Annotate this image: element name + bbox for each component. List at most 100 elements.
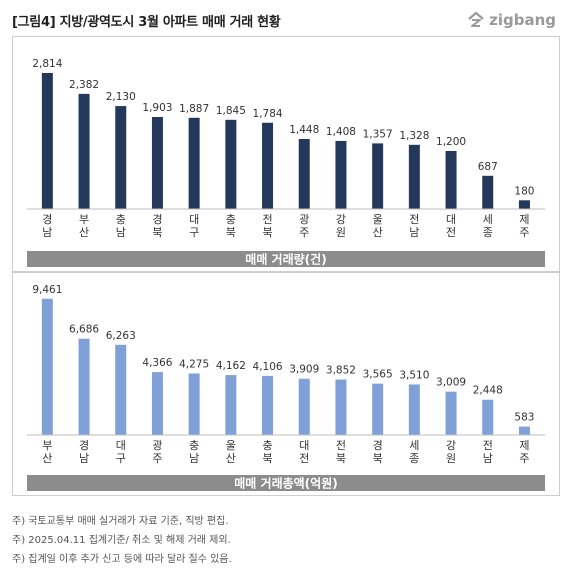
category-label: 남 [116, 226, 126, 239]
category-label: 종 [409, 452, 419, 465]
footnote: 주) 2025.04.11 집계기준/ 취소 및 해제 거래 제외. [12, 535, 231, 546]
bar [518, 200, 530, 209]
category-label: 울 [373, 213, 383, 226]
chart-panel-amount: 9,461 부 산 6,686 경 남 6,263 대 구 4,366 광 주 4,275 충 남 4,162… [12, 272, 560, 496]
category-label: 구 [116, 452, 126, 465]
data-label: 3,510 [399, 369, 429, 381]
footnotes: 주) 국토교통부 매매 실거래가 자료 기준, 직방 편집. 주) 2025.0… [12, 512, 232, 569]
category-label: 북 [262, 452, 272, 465]
category-label: 주 [519, 452, 529, 465]
footnote: 주) 국토교통부 매매 실거래가 자료 기준, 직방 편집. [12, 516, 229, 527]
category-label: 세 [409, 439, 419, 452]
data-label: 3,852 [326, 365, 356, 377]
bar [41, 72, 53, 209]
category-label: 북 [336, 452, 346, 465]
volume-bar-chart: 2,814 경남 2,382 부산 2,130 충남 1,903 경북 1,887 대구 1,845… [27, 58, 545, 267]
category-label: 전 [483, 439, 493, 452]
data-label: 6,263 [106, 330, 136, 342]
category-label: 대 [299, 439, 309, 452]
bar [408, 384, 420, 435]
category-label: 울 [226, 439, 236, 452]
bar [262, 375, 274, 435]
category-label: 광 [152, 439, 162, 452]
category-label: 주 [299, 226, 309, 239]
data-label: 687 [478, 161, 498, 173]
category-label: 부 [79, 213, 89, 226]
bar [372, 143, 384, 209]
bar [335, 379, 347, 435]
data-label: 3,565 [363, 369, 393, 381]
category-label: 광 [299, 213, 309, 226]
category-label: 남 [42, 226, 52, 239]
bar [298, 139, 310, 209]
data-label: 4,275 [179, 358, 209, 370]
category-label: 구 [189, 226, 199, 239]
bar [115, 344, 127, 435]
category-label: 경 [152, 213, 162, 226]
data-label: 2,130 [106, 91, 136, 103]
bar [482, 399, 494, 435]
bar [225, 375, 237, 435]
data-label: 4,366 [142, 357, 172, 369]
chart-panel-volume: 2,814 경 남 2,382 부 산 2,130 충 남 1,903 경 북 1,887 대 구 1,845… [12, 36, 560, 272]
bar [262, 122, 274, 209]
category-label: 전 [409, 213, 419, 226]
data-label: 3,009 [436, 377, 466, 389]
category-label: 남 [409, 226, 419, 239]
category-label: 남 [79, 452, 89, 465]
caption-bar [27, 251, 545, 267]
category-label: 충 [262, 439, 272, 452]
data-label: 1,784 [253, 108, 283, 120]
bar [188, 373, 200, 435]
category-label: 전 [262, 213, 272, 226]
footnote: 주) 집계일 이후 추가 신고 등에 따라 달라 질수 있음. [12, 554, 232, 565]
bar [518, 426, 530, 435]
bar [298, 378, 310, 435]
category-label: 충 [226, 213, 236, 226]
category-label: 원 [446, 452, 456, 465]
category-label: 주 [519, 226, 529, 239]
zigbang-logo-icon [468, 12, 484, 27]
category-label: 주 [152, 452, 162, 465]
data-label: 1,408 [326, 126, 356, 138]
zigbang-logo: zigbang [467, 11, 556, 29]
category-label: 대 [116, 439, 126, 452]
data-label: 9,461 [32, 284, 62, 296]
category-label: 경 [373, 439, 383, 452]
category-label: 전 [446, 226, 456, 239]
category-label: 북 [373, 452, 383, 465]
data-label: 4,106 [253, 361, 283, 373]
data-label: 2,448 [473, 385, 503, 397]
bar [115, 106, 127, 209]
chart-caption: 매매 거래량(건) [245, 252, 326, 267]
data-label: 3,909 [289, 364, 319, 376]
category-label: 경 [42, 213, 52, 226]
bar [445, 151, 457, 209]
category-label: 종 [483, 226, 493, 239]
page-title: [그림4] 지방/광역도시 3월 아파트 매매 거래 현황 [12, 15, 281, 30]
bar [482, 175, 494, 209]
data-label: 583 [514, 412, 534, 424]
data-label: 6,686 [69, 324, 99, 336]
bar [78, 93, 90, 209]
category-label: 산 [42, 452, 52, 465]
category-label: 세 [483, 213, 493, 226]
data-label: 2,814 [32, 58, 62, 70]
category-label: 북 [262, 226, 272, 239]
data-label: 1,887 [179, 103, 209, 115]
data-label: 1,328 [399, 130, 429, 142]
category-label: 산 [373, 226, 383, 239]
data-label: 1,448 [289, 124, 319, 136]
bar [335, 140, 347, 209]
category-label: 대 [446, 213, 456, 226]
category-label: 강 [336, 213, 346, 226]
bar [372, 383, 384, 435]
zigbang-logo-text: zigbang [489, 11, 556, 29]
category-label: 전 [299, 452, 309, 465]
category-label: 제 [519, 439, 529, 452]
category-label: 충 [116, 213, 126, 226]
category-label: 북 [226, 226, 236, 239]
bar [445, 391, 457, 435]
category-label: 산 [226, 452, 236, 465]
category-label: 산 [79, 226, 89, 239]
